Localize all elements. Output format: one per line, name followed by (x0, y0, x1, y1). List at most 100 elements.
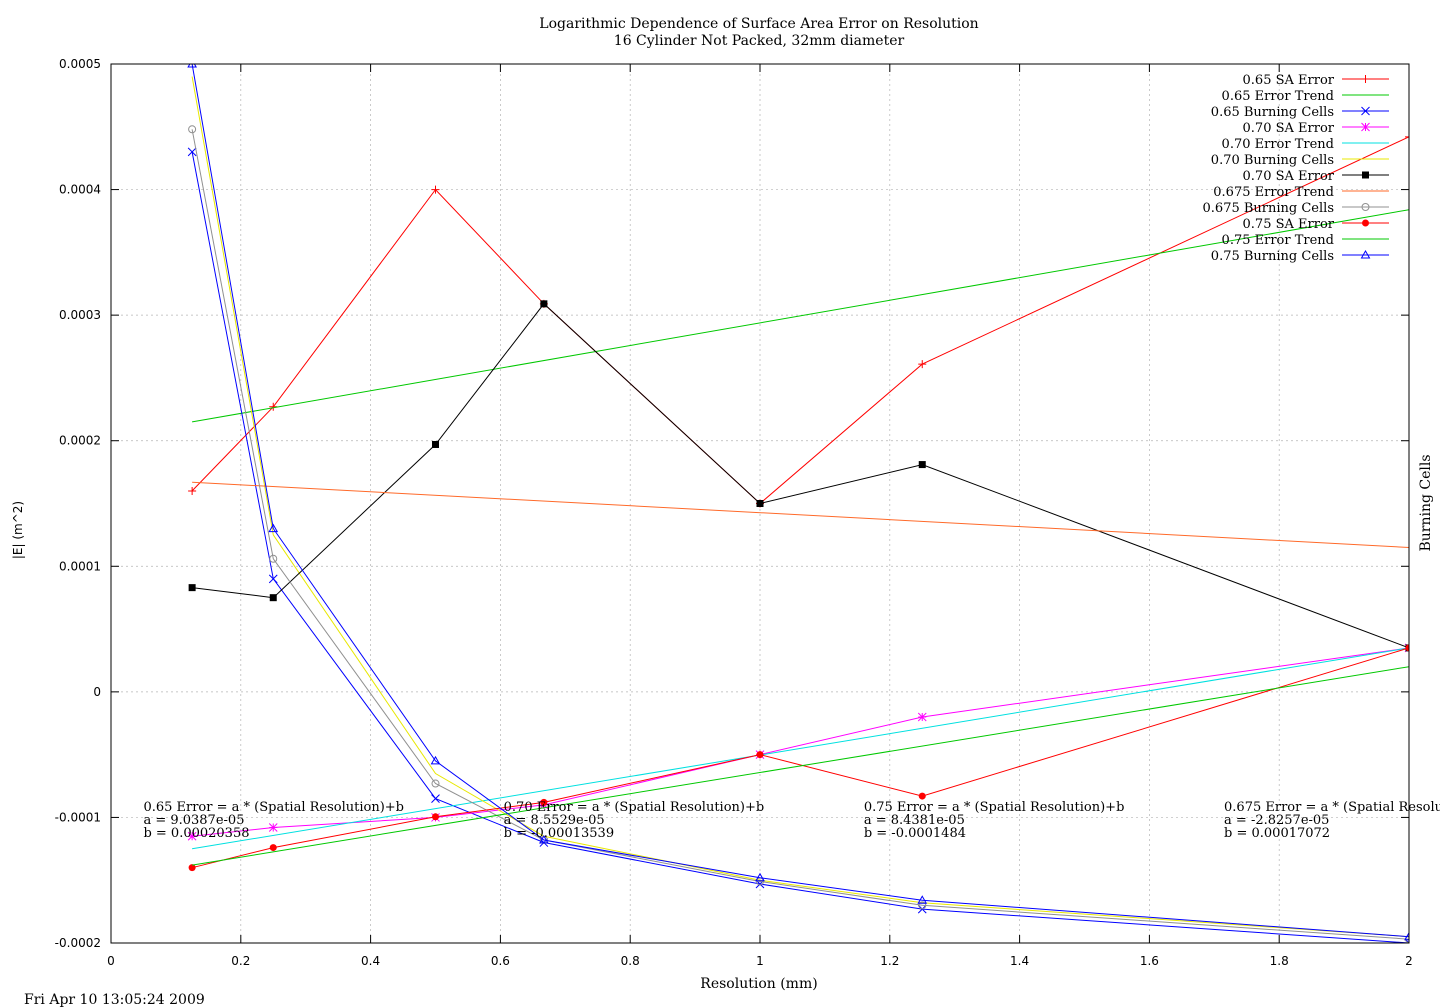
point-marker (188, 486, 197, 495)
point-marker (1361, 106, 1370, 116)
y-tick-label: -0.0001 (55, 810, 101, 824)
point-marker (268, 823, 278, 832)
series-line (192, 647, 1409, 850)
fit-annotation-line: 0.65 Error = a * (Spatial Resolution)+b (143, 800, 404, 815)
point-marker (187, 147, 197, 157)
legend-label: 0.675 Burning Cells (1203, 201, 1334, 216)
series-4 (192, 647, 1409, 850)
y-tick-label: 0.0005 (59, 57, 101, 71)
point-marker (1405, 644, 1409, 652)
point-marker (1360, 249, 1371, 259)
fit-annotations: 0.65 Error = a * (Spatial Resolution)+ba… (143, 800, 1440, 841)
point-marker (756, 500, 764, 507)
fit-annotation-line: b = 0.00017072 (1224, 826, 1330, 841)
point-marker (1362, 219, 1369, 227)
legend-label: 0.75 Error Trend (1222, 233, 1334, 248)
point-marker (918, 461, 926, 469)
y2-axis-label: Burning Cells (1418, 454, 1434, 551)
point-marker (268, 574, 278, 584)
x-tick-label: 2 (1405, 954, 1413, 968)
point-marker (1362, 171, 1369, 179)
point-marker (269, 554, 278, 563)
y-tick-label: 0.0001 (59, 559, 101, 573)
timestamp: Fri Apr 10 13:05:24 2009 (24, 992, 205, 1008)
point-marker (431, 794, 440, 803)
point-marker (269, 844, 277, 852)
grid-lines (111, 64, 1409, 943)
point-marker (1361, 75, 1370, 83)
point-marker (188, 584, 196, 592)
legend-label: 0.70 SA Error (1243, 169, 1335, 184)
series-line (192, 209, 1409, 423)
point-marker (187, 831, 197, 841)
series-line (192, 666, 1409, 866)
x-tick-label: 0.4 (361, 954, 380, 968)
point-marker (917, 895, 928, 904)
series-1 (192, 209, 1409, 423)
point-marker (540, 798, 548, 806)
point-marker (432, 440, 439, 448)
x-tick-label: 0.6 (491, 954, 510, 968)
point-marker (918, 360, 927, 369)
point-marker (432, 813, 439, 821)
x-tick-label: 1.6 (1140, 954, 1159, 968)
fit-annotation-line: 0.675 Error = a * (Spatial Resolution)+b (1224, 800, 1440, 815)
series-11 (187, 64, 1409, 941)
series-6 (188, 300, 1409, 652)
point-marker (188, 125, 197, 134)
point-marker (431, 185, 440, 194)
y-tick-label: 0.0003 (59, 308, 101, 322)
x-tick-label: 1.4 (1010, 954, 1029, 968)
fit-annotation-line: a = 8.4381e-05 (864, 813, 965, 828)
series-line (191, 64, 1409, 938)
x-tick-label: 0 (107, 954, 115, 968)
fit-annotation-line: 0.75 Error = a * (Spatial Resolution)+b (864, 800, 1125, 815)
point-marker (430, 755, 441, 765)
legend-label: 0.70 SA Error (1243, 121, 1335, 136)
point-marker (268, 523, 279, 533)
axis-ticks: 0 0.2 0.4 0.6 0.8 1 1.2 1.4 1.6 1.8 2 -0.0002 -0.000… (55, 57, 1413, 968)
legend-label: 0.75 Burning Cells (1211, 249, 1334, 264)
point-marker (918, 792, 926, 800)
point-marker (917, 712, 927, 722)
point-marker (431, 779, 440, 788)
x-tick-label: 0.8 (621, 954, 640, 968)
series-line (192, 303, 1409, 649)
fit-annotation-line: b = 0.00020358 (143, 826, 249, 841)
y-tick-label: 0 (93, 685, 101, 699)
x-tick-label: 0.2 (231, 954, 250, 968)
chart-subtitle: 16 Cylinder Not Packed, 32mm diameter (614, 33, 905, 49)
fit-annotation-line: 0.70 Error = a * (Spatial Resolution)+b (504, 800, 765, 815)
fit-annotation-line: b = -0.0001484 (864, 826, 966, 841)
legend-label: 0.70 Burning Cells (1211, 153, 1334, 168)
x-tick-label: 1 (756, 954, 764, 968)
point-marker (539, 835, 549, 844)
fit-annotation-line: a = 8.5529e-05 (504, 813, 605, 828)
point-marker (1361, 122, 1370, 132)
series-9 (188, 644, 1409, 872)
legend-label: 0.65 Burning Cells (1211, 105, 1334, 120)
x-tick-label: 1.2 (880, 954, 899, 968)
series-7 (192, 481, 1409, 548)
plot-frame (110, 63, 1410, 944)
y-tick-label: 0.0002 (59, 434, 101, 448)
point-marker (187, 64, 197, 68)
fit-annotation-line: a = 9.0387e-05 (143, 813, 244, 828)
point-marker (1361, 203, 1370, 211)
point-marker (269, 594, 277, 602)
legend-label: 0.75 SA Error (1243, 217, 1335, 232)
x-tick-label: 1.8 (1270, 954, 1289, 968)
point-marker (1404, 931, 1409, 941)
legend-label: 0.65 Error Trend (1222, 89, 1334, 104)
point-marker (756, 751, 764, 759)
fit-annotation-line: b = -0.00013539 (504, 826, 614, 841)
point-marker (540, 300, 548, 308)
fit-annotation-line: a = -2.8257e-05 (1224, 813, 1329, 828)
point-marker (1405, 132, 1409, 141)
point-marker (755, 872, 765, 882)
series-group (187, 64, 1409, 943)
point-marker (188, 864, 196, 872)
chart-title: Logarithmic Dependence of Surface Area E… (539, 16, 978, 32)
point-marker (1404, 938, 1409, 943)
